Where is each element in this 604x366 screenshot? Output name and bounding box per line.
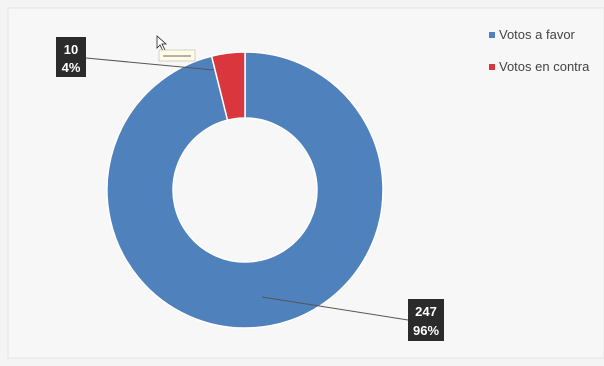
legend: Votos a favor Votos en contra (489, 27, 590, 74)
callout-box-contra (56, 37, 86, 77)
leader-line-contra (85, 57, 215, 71)
callout-value-contra: 10 (64, 42, 78, 57)
legend-swatch-favor (489, 32, 495, 38)
callout-percent-favor: 96% (413, 323, 439, 338)
legend-label-contra: Votos en contra (499, 59, 590, 74)
callout-value-favor: 247 (415, 304, 437, 319)
legend-label-favor: Votos a favor (499, 27, 576, 42)
data-callouts: 10 4% 247 96% (56, 37, 444, 341)
donut-slices (106, 51, 384, 329)
leader-line-favor (261, 296, 409, 321)
slice-votos-en-contra (210, 51, 246, 122)
legend-swatch-contra (489, 64, 495, 70)
slice-votos-a-favor (106, 51, 384, 329)
callout-box-favor (408, 299, 444, 341)
callout-percent-contra: 4% (62, 60, 81, 75)
